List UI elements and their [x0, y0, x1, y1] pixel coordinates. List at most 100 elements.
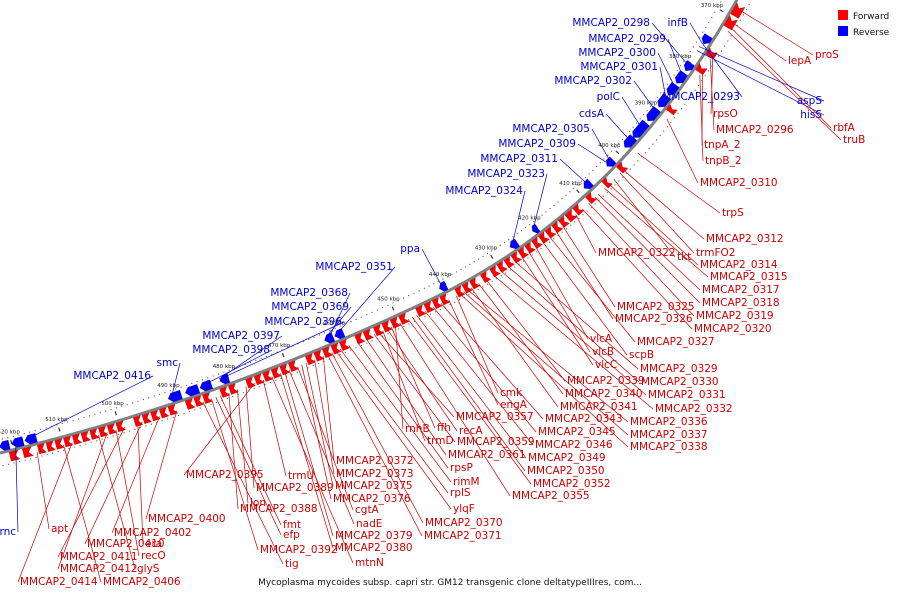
forward-gene-label: mtnN — [355, 557, 384, 569]
forward-gene-label: cgtA — [355, 504, 380, 516]
leader-line — [542, 241, 628, 356]
forward-gene-label: MMCAP2_0343 — [545, 413, 623, 425]
reverse-gene-arrow — [646, 106, 661, 122]
minor-tick — [607, 154, 609, 156]
leader-line — [314, 359, 335, 475]
minor-tick — [413, 292, 415, 294]
minor-tick — [148, 397, 150, 399]
minor-tick — [39, 428, 42, 430]
forward-gene-label: MMCAP2_0380 — [335, 542, 413, 554]
forward-gene-arrow — [305, 353, 317, 366]
forward-gene-label: MMCAP2_0389 — [256, 482, 334, 494]
forward-gene-label: proS — [815, 49, 839, 61]
forward-gene-label: tig — [285, 558, 299, 570]
forward-gene-label: MMCAP2_0336 — [630, 416, 708, 428]
minor-tick — [503, 241, 506, 244]
leader-line — [514, 260, 639, 370]
forward-gene-arrow — [45, 440, 56, 452]
reverse-gene-label: MMCAP2_0302 — [554, 75, 632, 87]
reverse-gene-label: MMCAP2_0309 — [498, 138, 576, 150]
forward-gene-arrow — [572, 203, 585, 216]
forward-gene-arrow — [106, 423, 118, 435]
leader-line — [528, 251, 591, 353]
reverse-gene-label: MMCAP2_0293 — [662, 91, 740, 103]
minor-tick — [748, 3, 750, 5]
minor-tick — [702, 31, 704, 33]
forward-gene-arrow — [666, 104, 678, 116]
forward-gene-label: MMCAP2_0315 — [710, 271, 788, 283]
forward-gene-label: MMCAP2_0361 — [448, 449, 526, 461]
minor-tick — [339, 354, 341, 356]
tick-mark — [719, 9, 724, 13]
minor-tick — [486, 283, 489, 285]
forward-gene-label: MMCAP2_0414 — [20, 576, 98, 588]
reverse-gene-label: aspS — [797, 95, 823, 107]
forward-gene-label: MMCAP2_0402 — [114, 527, 192, 539]
minor-tick — [537, 217, 539, 219]
minor-tick — [458, 299, 461, 301]
reverse-gene-arrow — [185, 384, 201, 397]
tick-mark — [576, 189, 580, 194]
leader-line — [335, 350, 452, 510]
leader-line — [591, 128, 611, 161]
forward-gene-arrow — [184, 398, 196, 410]
forward-gene-arrow — [389, 316, 402, 329]
minor-tick — [549, 241, 551, 243]
forward-gene-label: rpsO — [713, 108, 738, 120]
minor-tick — [648, 147, 650, 149]
minor-tick — [495, 247, 497, 249]
minor-tick — [61, 422, 63, 425]
leader-line — [284, 371, 334, 537]
reverse-gene-label: infB — [668, 17, 688, 29]
minor-tick — [577, 184, 579, 186]
forward-gene-label: MMCAP2_0357 — [456, 411, 534, 423]
forward-gene-arrow — [730, 2, 746, 19]
minor-tick — [307, 367, 309, 369]
leader-line — [622, 169, 705, 240]
minor-tick — [477, 288, 479, 291]
tick-label: 510 kbp — [45, 417, 68, 423]
minor-tick — [350, 349, 352, 351]
minor-tick — [561, 198, 563, 200]
forward-gene-label: MMCAP2_0329 — [640, 363, 718, 375]
tick-label: 370 kbp — [701, 3, 724, 9]
tick-label: 470 kbp — [268, 343, 291, 349]
forward-gene-label: rbfA — [833, 122, 856, 134]
minor-tick — [90, 441, 92, 444]
minor-tick — [269, 381, 271, 384]
leader-line — [183, 382, 255, 476]
tick-label: 460 kbp — [323, 320, 346, 326]
minor-tick — [621, 138, 624, 140]
leader-line — [433, 306, 537, 433]
minor-tick — [423, 287, 426, 289]
leader-line — [421, 248, 442, 286]
reverse-gene-arrow — [439, 281, 449, 292]
forward-gene-label: MMCAP2_0310 — [700, 177, 778, 189]
minor-tick — [644, 152, 647, 154]
minor-tick — [24, 459, 26, 461]
tick-mark — [114, 411, 117, 416]
forward-gene-arrow — [454, 285, 466, 298]
forward-gene-label: MMCAP2_0327 — [637, 336, 715, 348]
reverse-gene-arrow — [324, 332, 336, 344]
forward-gene-label: trmD — [427, 435, 454, 447]
minor-tick — [686, 55, 688, 58]
minor-tick — [516, 233, 518, 235]
minor-tick — [677, 112, 679, 114]
forward-gene-label: MMCAP2_0325 — [617, 301, 695, 313]
minor-tick — [329, 330, 331, 332]
minor-tick — [449, 304, 451, 306]
legend-label-forward: Forward — [853, 12, 889, 22]
forward-gene-arrow — [262, 370, 274, 382]
leader-line — [17, 442, 73, 583]
leader-line — [223, 321, 345, 378]
minor-tick — [491, 280, 493, 282]
minor-tick — [629, 168, 632, 170]
leader-line — [459, 293, 629, 448]
minor-tick — [296, 371, 298, 373]
forward-gene-label: cmk — [500, 387, 523, 399]
minor-tick — [302, 340, 305, 343]
reverse-gene-label: MMCAP2_0398 — [192, 344, 270, 356]
leader-line — [36, 451, 50, 530]
